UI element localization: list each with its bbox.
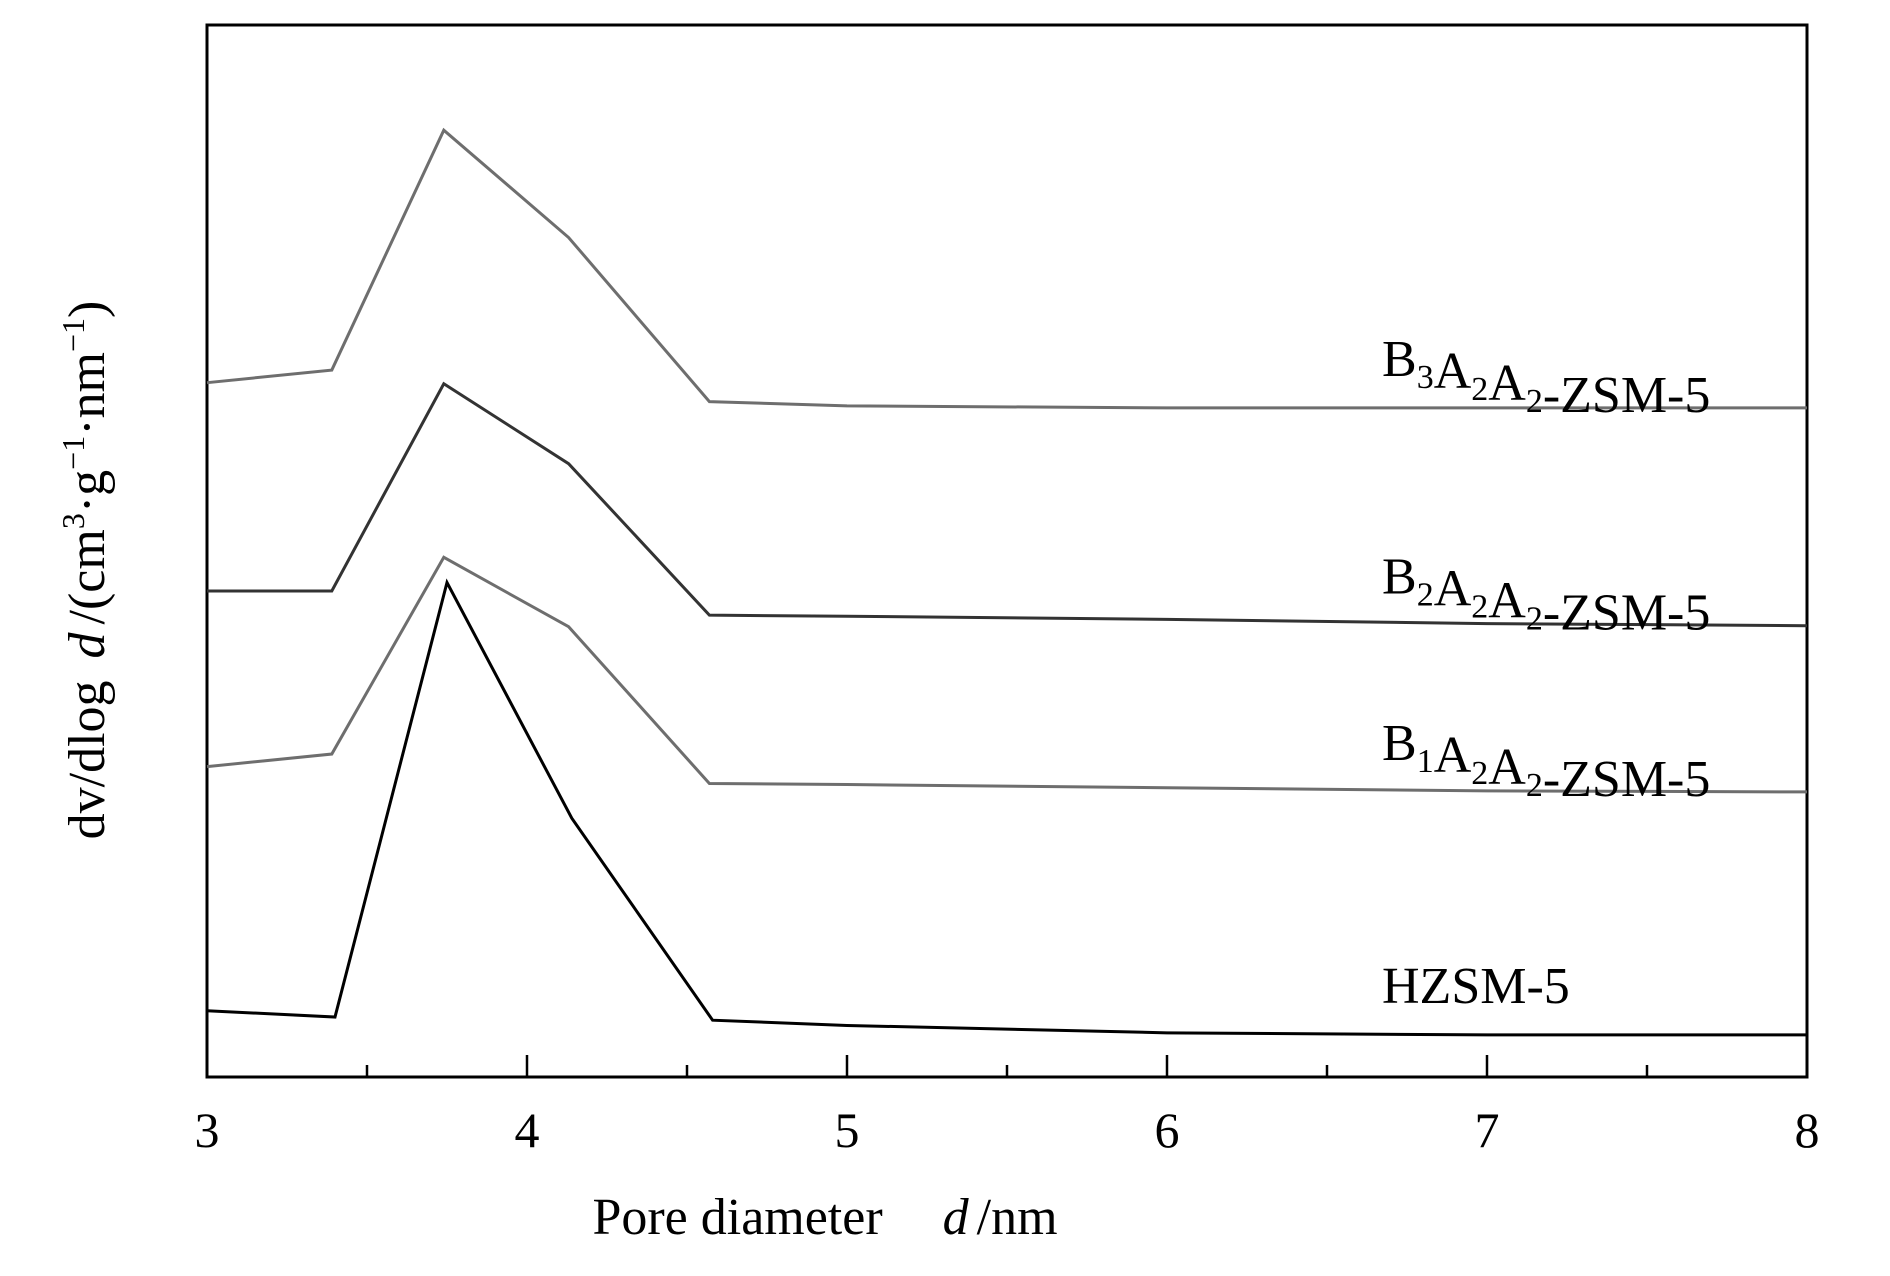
series-label-1: B3A2A2-ZSM-5 <box>1382 331 1710 424</box>
series-line-3 <box>206 555 1808 794</box>
series-label-text: -ZSM-5 <box>1543 367 1711 424</box>
series-label-subscript: 2 <box>1526 767 1543 804</box>
x-axis-title: Pore diameter d/nm <box>592 1189 1057 1246</box>
x-tick-label: 3 <box>195 1102 220 1158</box>
series-label-subscript: 1 <box>1417 743 1434 780</box>
series-label-text: B <box>1382 549 1417 606</box>
series-line-1 <box>206 127 1807 410</box>
series-labels: B3A2A2-ZSM-5B2A2A2-ZSM-5B1A2A2-ZSM-5HZSM… <box>1382 331 1710 1015</box>
x-tick-label: 6 <box>1155 1102 1180 1158</box>
series-label-text: B <box>1382 331 1417 388</box>
series-label-text: A <box>1434 727 1472 784</box>
y-axis-title-sup-2: −1 <box>55 436 91 470</box>
series-label-2: B2A2A2-ZSM-5 <box>1382 549 1710 642</box>
series-label-4: HZSM-5 <box>1382 958 1570 1015</box>
series-label-subscript: 3 <box>1417 359 1434 396</box>
plot-border <box>205 23 1809 1079</box>
x-tick-label: 8 <box>1795 1102 1820 1158</box>
y-axis-title-variable: d <box>59 631 116 658</box>
plot-frame <box>205 23 1809 1079</box>
y-axis-title-mid-2: ·nm <box>59 352 116 436</box>
y-axis-title-unit-close: ) <box>59 301 116 318</box>
series-label-text: HZSM-5 <box>1382 958 1570 1015</box>
series-label-text: A <box>1488 355 1526 412</box>
series-label-subscript: 2 <box>1471 755 1488 792</box>
y-axis-title-mid-1: ·g <box>59 470 116 513</box>
series-lines <box>206 127 1808 1037</box>
series-label-text: -ZSM-5 <box>1543 585 1711 642</box>
x-tick-label: 5 <box>835 1102 860 1158</box>
y-axis-title-unit-open: /(cm <box>59 529 116 624</box>
x-tick-label: 4 <box>515 1102 540 1158</box>
series-label-text: A <box>1488 739 1526 796</box>
series-line-2 <box>207 381 1808 628</box>
x-axis-title-unit: /nm <box>977 1189 1058 1246</box>
series-label-subscript: 2 <box>1471 371 1488 408</box>
series-label-subscript: 2 <box>1471 589 1488 626</box>
series-label-subscript: 2 <box>1526 383 1543 420</box>
x-axis-ticks <box>205 1055 1809 1077</box>
y-axis-title-prefix: dv/dlog <box>59 680 116 839</box>
y-axis-title-sup-1: 3 <box>55 513 91 529</box>
y-axis-title: dv/dlogd/(cm3·g−1·nm−1) <box>55 301 116 840</box>
series-label-subscript: 2 <box>1417 577 1434 614</box>
series-label-text: B <box>1382 715 1417 772</box>
x-axis-title-variable: d <box>943 1189 970 1246</box>
series-label-3: B1A2A2-ZSM-5 <box>1382 715 1710 808</box>
x-axis-title-text: Pore diameter <box>592 1189 882 1246</box>
series-label-subscript: 2 <box>1526 601 1543 638</box>
series-label-text: -ZSM-5 <box>1543 751 1711 808</box>
x-axis-tick-labels: 3 4 5 6 7 8 <box>195 1102 1820 1158</box>
series-label-text: A <box>1434 561 1472 618</box>
series-label-text: A <box>1434 343 1472 400</box>
x-tick-label: 7 <box>1475 1102 1500 1158</box>
series-line-4 <box>206 578 1807 1037</box>
series-label-text: A <box>1488 573 1526 630</box>
y-axis-title-sup-3: −1 <box>55 318 91 352</box>
